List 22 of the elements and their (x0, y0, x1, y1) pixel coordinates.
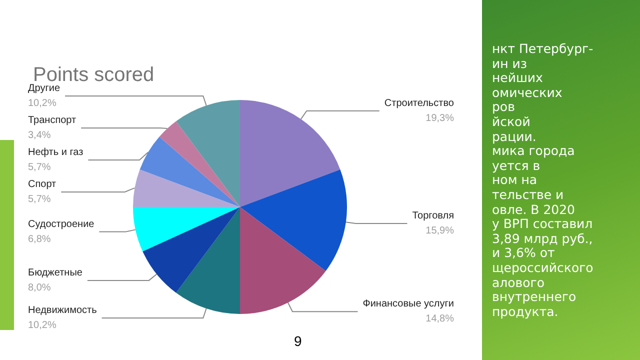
slice-label: Строительство (384, 98, 454, 109)
data-label: 10,2% (28, 320, 56, 332)
data-label: 10,2% (28, 98, 56, 109)
data-label: 3,4% (28, 130, 51, 141)
slice-label: Бюджетные (28, 267, 83, 278)
slice-label: Нефть и газ (28, 146, 84, 158)
slice-label: Транспорт (28, 114, 77, 126)
data-label: 6,8% (28, 234, 51, 245)
data-label: 14,8% (426, 314, 454, 325)
data-label: 5,7% (28, 162, 51, 173)
data-label: 19,3% (426, 112, 454, 124)
slice-label: Спорт (28, 178, 57, 190)
text: 9 (294, 333, 302, 349)
slice-label: Финансовые услуги (362, 298, 454, 310)
text: нкт Петербург- ин из нейших омических ров йской рации. мика города уется в ном на тельстве и овле. В 2020 у ВРП составил 3,89 млрд руб., и 3,6% от щероссийского алового внутреннего продукта. (492, 41, 594, 319)
slice-label: Другие (28, 82, 60, 94)
data-label: 5,7% (28, 194, 51, 205)
slice-label: Недвижимость (28, 305, 97, 316)
data-label: 15,9% (426, 225, 454, 236)
slice-label: Торговля (412, 210, 454, 222)
data-label: 8,0% (28, 282, 51, 294)
slice-label: Судостроение (28, 218, 95, 230)
